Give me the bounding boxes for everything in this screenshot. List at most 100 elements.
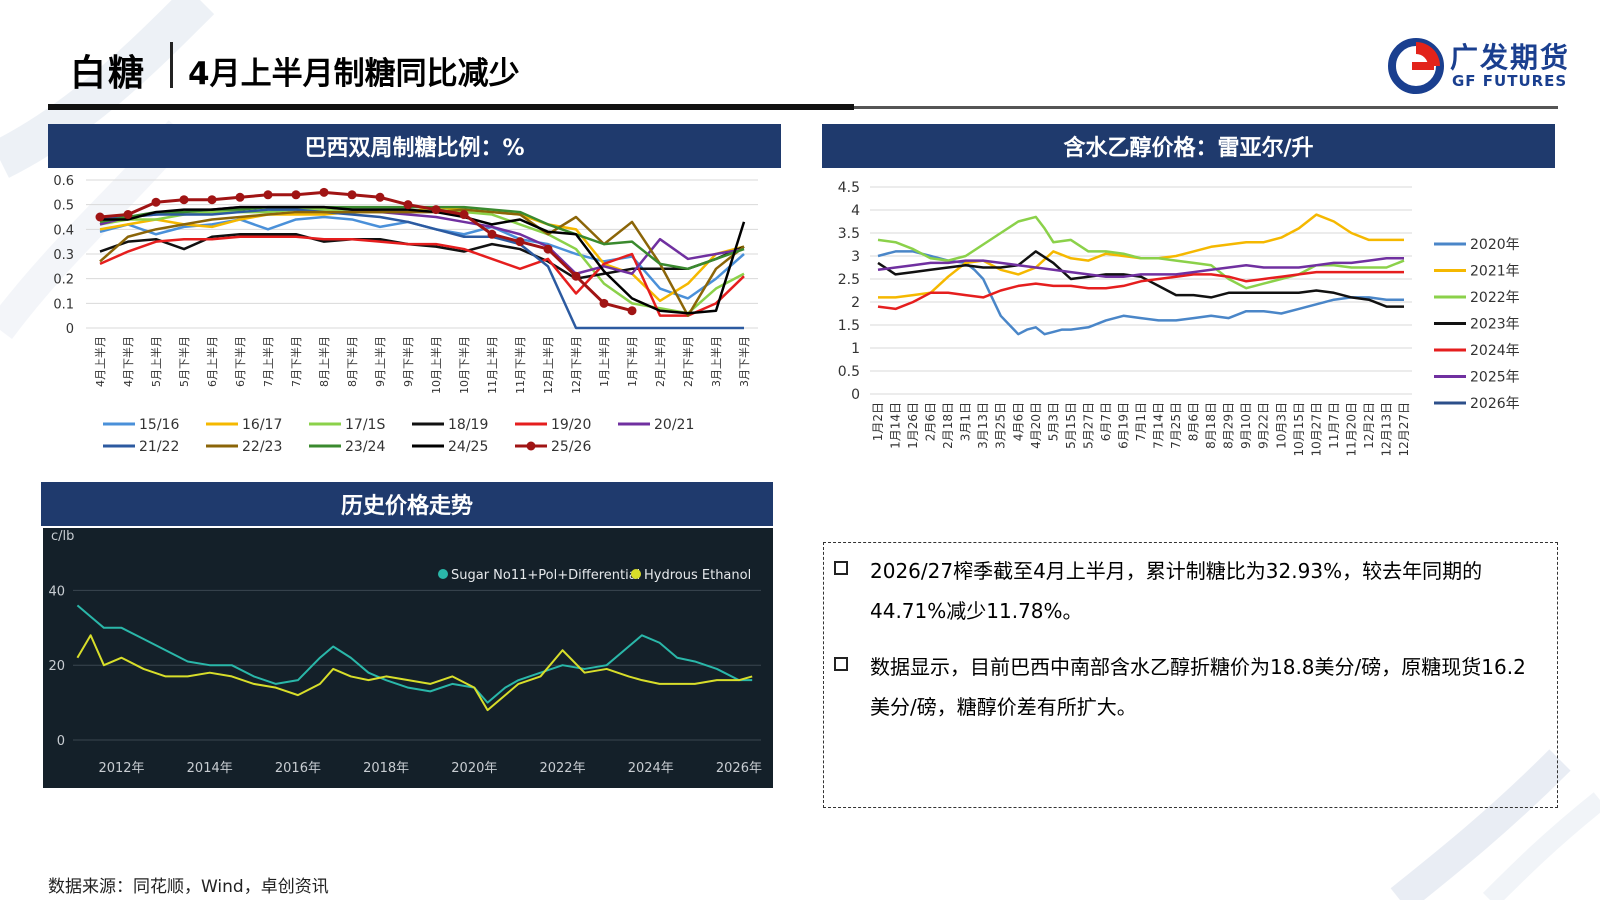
x-tick-label: 9月10日 (1239, 402, 1253, 449)
bullet-text-1: 2026/27榨季截至4月上半月，累计制糖比为32.93%，较去年同期的44.7… (870, 559, 1483, 623)
legend-label: 18/19 (448, 417, 488, 433)
x-tick-label: 2022年 (539, 761, 585, 776)
page-subtitle: 4月上半月制糖同比减少 (188, 56, 520, 92)
x-tick-label: 2月6日 (924, 402, 938, 441)
panel-title-ethanol-price: 含水乙醇价格：雷亚尔/升 (822, 124, 1555, 168)
legend-label: 2024年 (1470, 343, 1520, 359)
legend-label: 2023年 (1470, 317, 1520, 333)
x-tick-label: 10月27日 (1309, 402, 1323, 457)
data-point-marker (543, 244, 553, 254)
y-tick-label: 0.3 (53, 248, 74, 263)
x-tick-label: 11月上半月 (485, 336, 499, 394)
history-price-chart: c/lb 0 20 40 2012年 2014年 2016年 2018年 2020年 2022年 2… (48, 529, 762, 776)
data-point-marker (515, 237, 525, 247)
data-point-marker (235, 192, 245, 202)
legend-label: 2020年 (1470, 237, 1520, 253)
x-tick-label: 10月上半月 (429, 336, 443, 394)
x-tick-label: 3月1日 (959, 402, 973, 441)
legend-label: 2025年 (1470, 370, 1520, 386)
x-tick-label: 7月下半月 (289, 336, 303, 387)
legend-label: Sugar No11+Pol+Differential (451, 568, 640, 583)
x-tick-label: 2012年 (98, 761, 144, 776)
legend-label: 25/26 (551, 439, 591, 455)
x-tick-label: 4月上半月 (93, 336, 107, 387)
gf-logo-icon (1388, 38, 1444, 94)
y-tick-label: 1.5 (838, 318, 860, 334)
page-title: 白糖 (70, 53, 147, 94)
y-tick-label: 0.6 (53, 174, 74, 189)
x-tick-label: 4月6日 (1011, 402, 1025, 441)
data-point-marker (375, 192, 385, 202)
x-tick-label: 5月上半月 (149, 336, 163, 387)
x-tick-label: 2月下半月 (681, 336, 695, 387)
company-logo: 广发期货 GF FUTURES (1388, 36, 1588, 96)
x-tick-label: 12月下半月 (569, 336, 583, 394)
history-chart-bg (43, 528, 773, 788)
bullet-item-1: 2026/27榨季截至4月上半月，累计制糖比为32.93%，较去年同期的44.7… (834, 551, 1540, 631)
x-tick-label: 2月上半月 (653, 336, 667, 387)
y-tick-label: 0.4 (53, 223, 74, 238)
y-tick-label: 4 (851, 203, 860, 219)
x-tick-label: 9月22日 (1257, 402, 1271, 449)
series-line-Sugar-No11-Pol-Differential (76, 604, 753, 704)
data-source-note: 数据来源：同花顺，Wind，卓创资讯 (48, 877, 329, 897)
x-tick-label: 6月7日 (1099, 402, 1113, 441)
title-divider (170, 42, 173, 88)
x-tick-label: 2026年 (716, 761, 762, 776)
series-line-2024年 (877, 270, 1404, 311)
x-tick-label: 2016年 (275, 761, 321, 776)
x-tick-label: 5月下半月 (177, 336, 191, 387)
series-line-2025年 (877, 257, 1404, 278)
x-tick-label: 7月1日 (1134, 402, 1148, 441)
y-tick-label: 20 (48, 659, 65, 674)
x-tick-label: 11月下半月 (513, 336, 527, 394)
x-tick-label: 12月27日 (1397, 402, 1411, 457)
legend-label: 15/16 (139, 417, 179, 433)
y-tick-label: 0 (851, 387, 860, 403)
data-point-marker (151, 197, 161, 207)
data-point-marker (403, 200, 413, 210)
data-point-marker (627, 306, 637, 316)
x-tick-label: 10月15日 (1292, 402, 1306, 457)
x-tick-label: 11月20日 (1344, 402, 1358, 457)
x-tick-label: 2014年 (187, 761, 233, 776)
y-tick-label: 0.1 (53, 297, 74, 312)
data-point-marker (263, 190, 273, 200)
x-tick-label: 10月3日 (1274, 402, 1288, 449)
legend-label: 24/25 (448, 439, 488, 455)
series-line-24-25 (100, 205, 746, 315)
x-tick-label: 1月14日 (889, 402, 903, 449)
x-tick-label: 2020年 (451, 761, 497, 776)
legend-label: 2022年 (1470, 290, 1520, 306)
x-tick-label: 5月3日 (1046, 402, 1060, 441)
data-point-marker (347, 190, 357, 200)
x-tick-label: 1月上半月 (597, 336, 611, 387)
x-tick-label: 7月25日 (1169, 402, 1183, 449)
legend-label: 16/17 (242, 417, 282, 433)
y-tick-label: 1 (851, 341, 860, 357)
x-tick-label: 8月29日 (1222, 402, 1236, 449)
bullet-square-icon (834, 561, 848, 575)
x-tick-label: 4月20日 (1029, 402, 1043, 449)
x-tick-label: 3月上半月 (709, 336, 723, 387)
legend-label: 20/21 (654, 417, 694, 433)
x-tick-label: 9月下半月 (401, 336, 415, 387)
y-tick-label: 2.5 (838, 272, 860, 288)
x-tick-label: 1月26日 (906, 402, 920, 449)
logo-en-text: GF FUTURES (1452, 72, 1568, 90)
header-rule-dark (48, 104, 854, 110)
x-tick-label: 6月19日 (1116, 402, 1130, 449)
x-tick-label: 7月上半月 (261, 336, 275, 387)
ethanol-price-chart: 0 0.5 1 1.5 2 2.5 3 3.5 4 4.5 1月2日 1月14日 1月26日 2月6日 2月… (838, 180, 1520, 457)
x-tick-label: 4月下半月 (121, 336, 135, 387)
legend-label: 17/1S (345, 417, 385, 433)
panel-title-sugar-ratio: 巴西双周制糖比例：% (48, 124, 781, 168)
x-tick-label: 6月下半月 (233, 336, 247, 387)
bullet-item-2: 数据显示，目前巴西中南部含水乙醇折糖价为18.8美分/磅，原糖现货16.2美分/… (834, 647, 1540, 727)
data-point-marker (431, 205, 441, 215)
x-tick-label: 10月下半月 (457, 336, 471, 394)
legend-dot (438, 569, 448, 579)
panel-title-history: 历史价格走势 (41, 482, 773, 526)
x-tick-label: 8月下半月 (345, 336, 359, 387)
legend-marker (526, 441, 536, 451)
